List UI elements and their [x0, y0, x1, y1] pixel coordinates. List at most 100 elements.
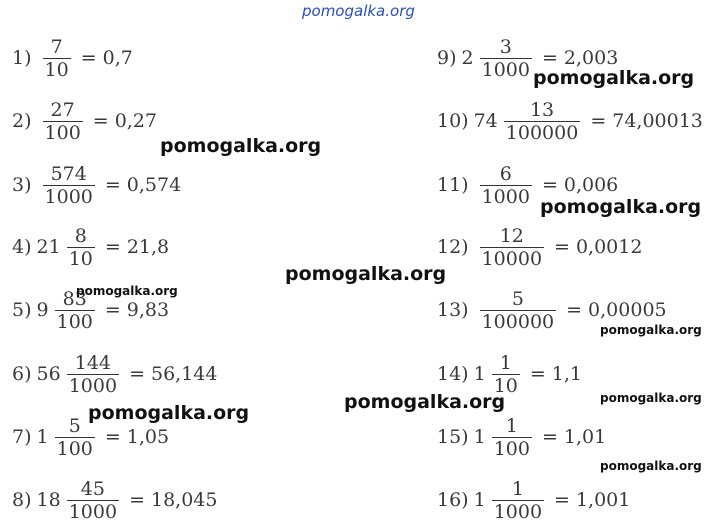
denominator: 100000 [479, 309, 557, 333]
denominator: 100 [491, 436, 532, 460]
whole-part: 18 [36, 489, 61, 511]
equation-number: 11) [437, 174, 469, 196]
decimal-result: 0,0012 [575, 236, 643, 258]
watermark-small: pomogalka.org [600, 459, 702, 473]
denominator: 10000 [479, 246, 545, 270]
whole-part: 74 [473, 110, 498, 132]
watermark: pomogalka.org [344, 391, 506, 413]
equation-number: 7) [12, 426, 32, 448]
equation-number: 4) [12, 236, 32, 258]
equation-14: 14) 1 1 10 = 1,1 [437, 349, 582, 399]
equals-sign: = [104, 299, 121, 321]
equation-number: 14) [437, 363, 469, 385]
fraction: 7 10 [42, 35, 71, 81]
watermark: pomogalka.org [88, 402, 250, 424]
equation-1: 1) 7 10 = 0,7 [12, 33, 133, 83]
decimal-result: 0,006 [563, 174, 619, 196]
fraction: 45 1000 [66, 477, 120, 523]
equals-sign: = [554, 236, 570, 258]
fraction: 27 100 [42, 98, 83, 144]
decimal-result: 0,574 [126, 174, 182, 196]
numerator: 1 [499, 351, 512, 374]
equals-sign: = [541, 426, 558, 448]
numerator: 1 [505, 414, 518, 437]
numerator: 12 [499, 224, 524, 247]
watermark: pomogalka.org [160, 135, 322, 157]
equation-2: 2) 27 100 = 0,27 [12, 96, 157, 146]
equation-number: 2) [12, 110, 32, 132]
watermark-small: pomogalka.org [76, 284, 178, 298]
decimal-result: 1,01 [563, 426, 607, 448]
numerator: 7 [50, 35, 63, 58]
equation-5: 5) 9 83 100 = 9,83 [12, 285, 169, 335]
equals-sign: = [104, 236, 121, 258]
equation-number: 6) [12, 363, 32, 385]
numerator: 83 [62, 287, 87, 310]
denominator: 1000 [66, 373, 120, 397]
fraction: 12 10000 [479, 224, 545, 270]
equals-sign: = [104, 174, 121, 196]
numerator: 45 [80, 477, 105, 500]
fraction: 3 1000 [479, 35, 532, 81]
decimal-result: 74,00013 [612, 110, 703, 132]
numerator: 5 [511, 287, 524, 310]
fraction: 5 100 [54, 414, 95, 460]
equation-16: 16) 1 1 1000 = 1,001 [437, 475, 630, 525]
whole-part: 1 [473, 426, 486, 448]
decimal-result: 0,7 [102, 47, 133, 69]
denominator: 10 [491, 373, 520, 397]
equals-sign: = [80, 47, 97, 69]
equals-sign: = [554, 489, 570, 511]
equation-12: 12) 12 10000 = 0,0012 [437, 222, 642, 272]
denominator: 10 [42, 57, 71, 81]
decimal-result: 9,83 [126, 299, 170, 321]
equals-sign: = [590, 110, 607, 132]
numerator: 574 [50, 162, 87, 185]
equation-number: 8) [12, 489, 32, 511]
equation-13: 13) 5 100000 = 0,00005 [437, 285, 667, 335]
denominator: 100 [54, 309, 95, 333]
numerator: 5 [68, 414, 81, 437]
equation-number: 10) [437, 110, 469, 132]
numerator: 6 [499, 162, 512, 185]
equation-4: 4) 21 8 10 = 21,8 [12, 222, 169, 272]
denominator: 1000 [42, 184, 95, 208]
numerator: 3 [499, 35, 512, 58]
numerator: 13 [529, 98, 555, 121]
fraction: 13 100000 [503, 98, 581, 144]
watermark-small: pomogalka.org [600, 391, 702, 405]
decimal-result: 18,045 [150, 489, 218, 511]
equation-7: 7) 1 5 100 = 1,05 [12, 412, 169, 462]
equation-number: 13) [437, 299, 469, 321]
denominator: 10 [66, 246, 95, 270]
equation-number: 9) [437, 47, 457, 69]
numerator: 27 [50, 98, 75, 121]
denominator: 1000 [491, 499, 545, 523]
decimal-result: 56,144 [150, 363, 218, 385]
denominator: 1000 [479, 57, 532, 81]
whole-part: 9 [36, 299, 49, 321]
whole-part: 1 [473, 489, 486, 511]
watermark-small: pomogalka.org [600, 323, 702, 337]
denominator: 100 [54, 436, 95, 460]
equation-10: 10) 74 13 100000 = 74,00013 [437, 96, 703, 146]
equation-15: 15) 1 1 100 = 1,01 [437, 412, 606, 462]
equation-number: 12) [437, 236, 469, 258]
numerator: 1 [511, 477, 524, 500]
denominator: 100 [42, 120, 83, 144]
equals-sign: = [129, 489, 145, 511]
fraction: 1 1000 [491, 477, 545, 523]
decimal-result: 1,05 [126, 426, 170, 448]
equals-sign: = [92, 110, 109, 132]
equation-9: 9) 2 3 1000 = 2,003 [437, 33, 618, 83]
decimal-result: 1,1 [551, 363, 583, 385]
decimal-result: 21,8 [126, 236, 170, 258]
numerator: 8 [74, 224, 87, 247]
equation-number: 3) [12, 174, 32, 196]
equation-8: 8) 18 45 1000 = 18,045 [12, 475, 217, 525]
equals-sign: = [129, 363, 145, 385]
equals-sign: = [541, 174, 558, 196]
denominator: 100000 [503, 120, 581, 144]
equation-3: 3) 574 1000 = 0,574 [12, 160, 181, 210]
